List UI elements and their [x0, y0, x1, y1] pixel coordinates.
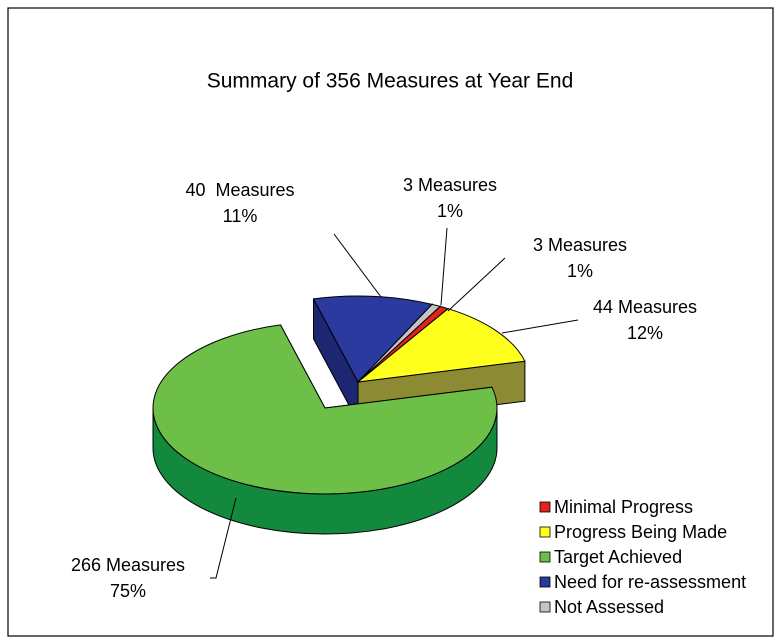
legend-label: Minimal Progress — [554, 497, 693, 517]
data-label: 44 Measures — [593, 297, 697, 317]
percent-label: 12% — [627, 323, 663, 343]
leader-line — [210, 497, 237, 579]
data-label: 3 Measures — [533, 235, 627, 255]
data-label: 3 Measures — [403, 175, 497, 195]
data-label: 266 Measures — [71, 555, 185, 575]
legend-swatch — [539, 576, 551, 588]
legend-swatch — [539, 526, 551, 538]
percent-label: 1% — [437, 201, 463, 221]
slice — [312, 295, 433, 383]
legend-label: Target Achieved — [554, 547, 682, 567]
slice — [357, 303, 442, 383]
slice — [152, 324, 498, 495]
legend-label: Need for re-assessment — [554, 572, 746, 592]
slice — [356, 308, 526, 383]
data-label: 40 Measures — [185, 180, 294, 200]
percent-label: 11% — [223, 206, 258, 226]
legend-swatch — [539, 501, 551, 513]
legend-label: Not Assessed — [554, 597, 664, 617]
legend-swatch — [539, 601, 551, 613]
leader-line — [447, 257, 506, 312]
chart-title: Summary of 356 Measures at Year End — [207, 70, 574, 93]
percent-label: 1% — [567, 261, 593, 281]
leader-line — [333, 233, 382, 298]
leader-line — [440, 227, 448, 306]
percent-label: 75% — [110, 581, 146, 601]
leader-line — [501, 319, 579, 334]
legend-label: Progress Being Made — [554, 522, 727, 542]
legend-swatch — [539, 551, 551, 563]
